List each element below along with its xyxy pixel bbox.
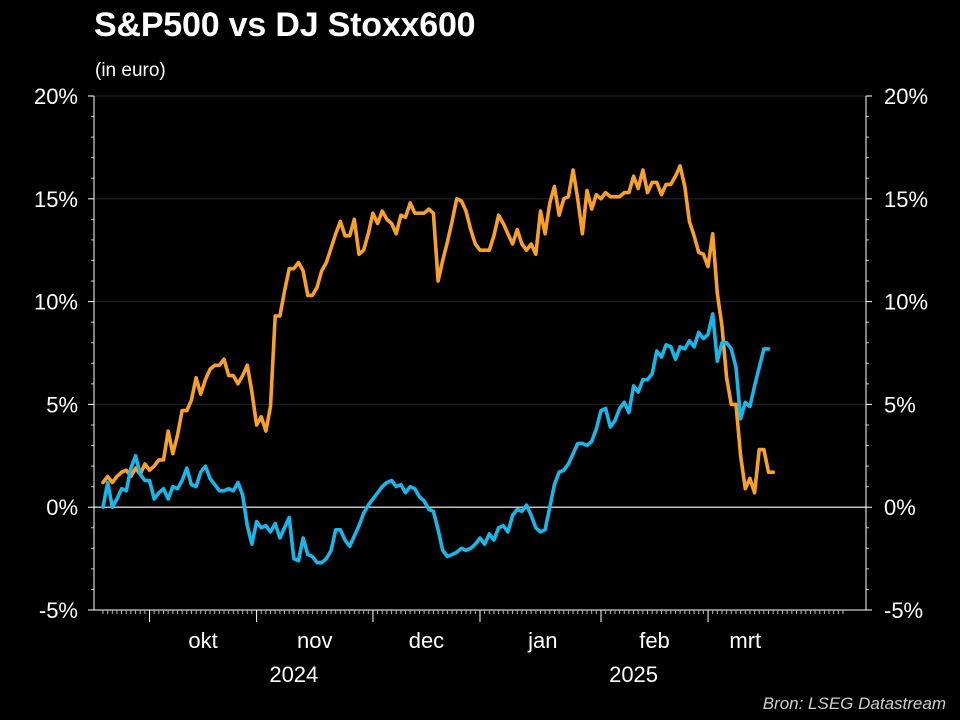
tick-labels: -5% -5% 0% 0% 5% 5% 10% 10% 15% 15% 20% 20% okt nov de… bbox=[34, 84, 928, 687]
y-tick-label-right: 20% bbox=[884, 84, 928, 109]
x-tick-label: dec bbox=[409, 628, 444, 653]
y-tick-label-right: 5% bbox=[884, 392, 916, 417]
y-tick-label-right: -5% bbox=[884, 598, 923, 623]
x-year-label: 2024 bbox=[269, 662, 318, 687]
chart-subtitle: (in euro) bbox=[95, 60, 166, 81]
series-line-1 bbox=[101, 164, 776, 495]
series-lines bbox=[101, 164, 776, 565]
y-tick-label-left: 5% bbox=[46, 392, 78, 417]
gridlines bbox=[94, 95, 866, 611]
x-year-label: 2025 bbox=[609, 662, 658, 687]
y-tick-label-left: 15% bbox=[34, 187, 78, 212]
x-tick-label: okt bbox=[188, 628, 217, 653]
y-tick-label-right: 0% bbox=[884, 495, 916, 520]
series-line-2 bbox=[101, 312, 771, 565]
y-tick-label-right: 15% bbox=[884, 187, 928, 212]
x-tick-label: feb bbox=[639, 628, 670, 653]
axes bbox=[88, 95, 872, 622]
y-tick-label-right: 10% bbox=[884, 290, 928, 315]
x-tick-label: nov bbox=[297, 628, 332, 653]
chart-title: S&P500 vs DJ Stoxx600 bbox=[94, 6, 476, 44]
source-note: Bron: LSEG Datastream bbox=[762, 694, 946, 713]
y-tick-label-left: 0% bbox=[46, 495, 78, 520]
x-tick-label: jan bbox=[527, 628, 557, 653]
y-tick-label-left: -5% bbox=[39, 598, 78, 623]
x-tick-label: mrt bbox=[729, 628, 761, 653]
y-tick-label-left: 20% bbox=[34, 84, 78, 109]
y-tick-label-left: 10% bbox=[34, 290, 78, 315]
